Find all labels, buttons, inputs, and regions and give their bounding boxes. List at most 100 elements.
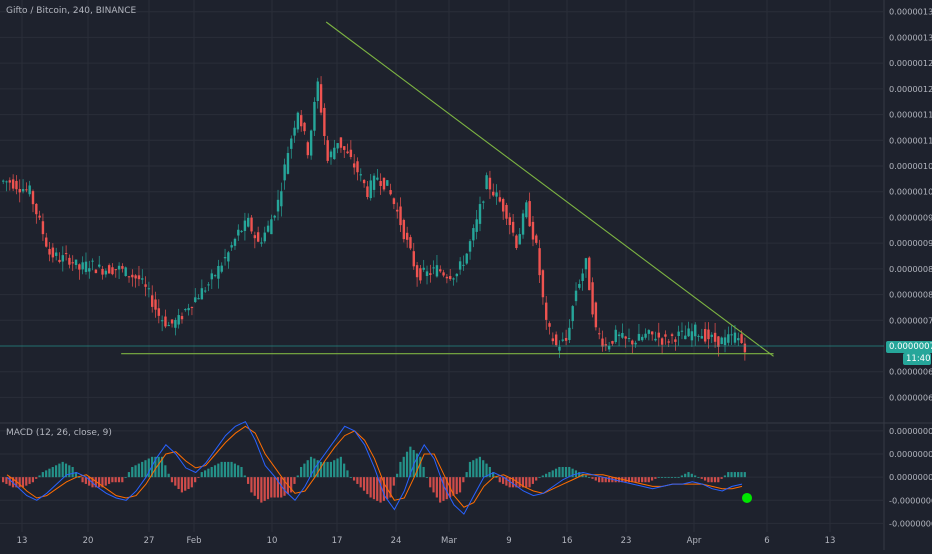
macd-histogram-bar [233, 463, 236, 478]
candle-body [601, 338, 604, 347]
candle-body [343, 146, 346, 150]
candle-body [435, 265, 439, 277]
candle-body [253, 235, 257, 239]
candle-body [64, 253, 68, 255]
candle-body [535, 235, 538, 243]
macd-histogram-bar [296, 475, 299, 478]
macd-histogram-bar [369, 477, 372, 498]
candle-body [131, 274, 134, 278]
macd-histogram-bar [498, 477, 501, 483]
candle-body [465, 253, 468, 264]
macd-histogram-bar [137, 463, 140, 478]
macd-histogram-bar [111, 477, 114, 483]
macd-histogram-bar [210, 466, 213, 478]
candle-body [558, 346, 561, 351]
candle-body [389, 190, 392, 195]
macd-histogram-bar [717, 477, 720, 483]
y-tick-label: 0.00000105 [889, 161, 932, 171]
candle-body [647, 330, 651, 334]
macd-histogram-bar [283, 477, 286, 496]
candle-body [41, 221, 45, 235]
candle-body [564, 337, 568, 341]
macd-histogram-bar [164, 465, 167, 478]
candle-body [737, 338, 740, 341]
candle-body [707, 329, 710, 340]
candle-body [283, 164, 286, 181]
candle-body [256, 232, 260, 242]
macd-histogram-bar [349, 477, 352, 478]
candle-body [31, 191, 35, 205]
candle-body [475, 219, 478, 232]
candle-body [18, 189, 21, 193]
candle-body [263, 232, 266, 242]
macd-histogram-bar [266, 477, 270, 500]
macd-legend[interactable]: MACD (12, 26, close, 9) [6, 428, 112, 438]
macd-histogram-bar [203, 470, 207, 478]
candle-body [551, 338, 555, 342]
macd-histogram-bar [88, 477, 91, 486]
candle-body [61, 255, 64, 262]
macd-histogram-bar [94, 477, 97, 488]
macd-histogram-bar [637, 477, 640, 483]
candle-body [293, 127, 296, 136]
macd-histogram-bar [8, 477, 11, 486]
candle-body [392, 198, 396, 205]
macd-histogram-bar [177, 477, 180, 490]
macd-histogram-bar [700, 477, 703, 479]
macd-histogram-bar [313, 458, 316, 478]
macd-histogram-bar [117, 477, 121, 483]
macd-histogram-bar [584, 475, 587, 478]
candle-body [644, 333, 647, 338]
macd-histogram-bar [687, 472, 690, 478]
macd-histogram-bar [564, 466, 568, 478]
macd-histogram-bar [217, 463, 220, 478]
candle-body [574, 290, 578, 302]
macd-histogram-bar [664, 477, 667, 478]
macd-histogram-bar [329, 461, 332, 478]
macd-histogram-bar [276, 477, 280, 498]
macd-histogram-bar [604, 477, 607, 483]
macd-histogram-bar [488, 466, 491, 478]
candle-body [114, 269, 117, 271]
x-tick-label: 24 [391, 536, 402, 546]
macd-histogram-bar [356, 477, 359, 484]
macd-histogram-bar [362, 477, 366, 491]
macd-histogram-bar [743, 472, 746, 478]
candle-body [554, 334, 558, 346]
candle-body [177, 315, 180, 325]
macd-histogram-bar [15, 477, 18, 488]
candle-body [144, 284, 147, 287]
macd-histogram-bar [505, 477, 508, 486]
candle-body [164, 316, 167, 327]
candle-body [588, 257, 591, 291]
candle-body [266, 225, 270, 232]
x-tick-label: 13 [17, 536, 28, 546]
candle-body [445, 276, 449, 279]
macd-histogram-bar [263, 477, 266, 501]
x-tick-label: 20 [83, 536, 94, 546]
candle-body [91, 260, 94, 262]
candle-body [409, 237, 412, 249]
macd-histogram-bar [68, 465, 71, 478]
macd-histogram-bar [352, 477, 356, 481]
macd-histogram-bar [25, 477, 28, 486]
symbol-legend[interactable]: Gifto / Bitcoin, 240, BINANCE [6, 6, 137, 16]
candle-body [528, 201, 531, 227]
candle-body [303, 122, 306, 132]
macd-histogram-bar [127, 472, 131, 478]
macd-histogram-bar [528, 477, 531, 488]
candle-body [677, 331, 680, 336]
macd-histogram-bar [64, 463, 68, 478]
macd-histogram-bar [223, 461, 227, 478]
macd-histogram-bar [147, 458, 150, 478]
candle-body [45, 237, 48, 247]
candle-body [280, 191, 283, 207]
candle-body [273, 215, 276, 218]
macd-histogram-bar [303, 463, 306, 478]
macd-histogram-bar [280, 477, 283, 498]
candle-body [243, 220, 247, 231]
macd-histogram-bar [541, 475, 544, 478]
candle-body [382, 177, 386, 190]
